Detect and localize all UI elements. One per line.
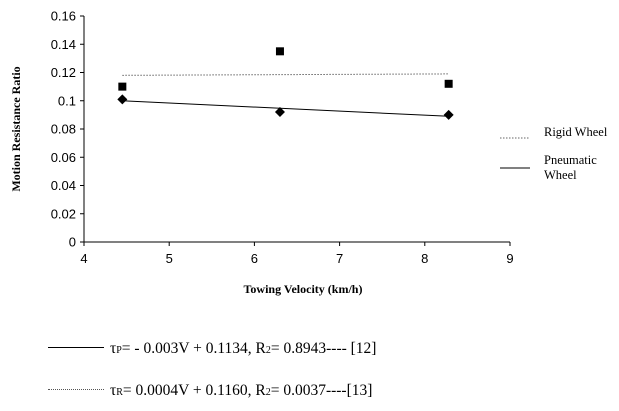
- equation-rigid-tail: = 0.0037----[13]: [270, 382, 373, 399]
- y-tick-label: 0: [69, 235, 76, 250]
- x-tick-label: 6: [251, 251, 258, 266]
- x-tick-label: 9: [506, 251, 513, 266]
- y-tick-label: 0.16: [51, 9, 76, 24]
- y-tick-label: 0.06: [51, 150, 76, 165]
- y-tick-label: 0.14: [51, 37, 76, 52]
- equation-rigid-sup: 2: [265, 387, 271, 398]
- legend-rigid-label: Rigid Wheel: [544, 125, 608, 139]
- y-axis-title: Motion Resistance Ratio: [9, 66, 23, 191]
- equation-rigid-tau: τ: [110, 382, 117, 399]
- x-tick-label: 4: [80, 251, 87, 266]
- equation-pneumatic-tau: τ: [110, 340, 117, 357]
- pneumatic-wheel-point: [117, 94, 128, 105]
- rigid-wheel-point: [444, 79, 453, 88]
- equation-rigid-line: [48, 389, 104, 390]
- axes: [83, 16, 510, 243]
- x-tick-label: 5: [166, 251, 173, 266]
- equation-pneumatic-sub: P: [116, 345, 122, 356]
- y-tick-label: 0.04: [51, 178, 76, 193]
- rigid-wheel-point: [275, 47, 284, 56]
- equation-pneumatic-line: [48, 347, 104, 348]
- equation-pneumatic-body: = - 0.003V + 0.1134, R: [121, 340, 266, 357]
- equation-rigid-sub: R: [116, 387, 123, 398]
- x-tick-label: 8: [421, 251, 428, 266]
- y-tick-label: 0.12: [51, 65, 76, 80]
- pneumatic-wheel-point: [443, 109, 454, 120]
- pneumatic-wheel-point: [274, 107, 285, 118]
- trendline-rigid: [122, 73, 449, 76]
- y-tick-label: 0.02: [51, 206, 76, 221]
- x-axis-title: Towing Velocity (km/h): [244, 282, 363, 296]
- equation-pneumatic-tail: = 0.8943---- [12]: [270, 340, 377, 357]
- y-tick-label: 0.08: [51, 122, 76, 137]
- legend-pneumatic-label: Pneumatic: [544, 153, 597, 167]
- equation-pneumatic-sup: 2: [265, 345, 271, 356]
- equation-rigid-body: = 0.0004V + 0.1160, R: [122, 382, 266, 399]
- rigid-wheel-point: [118, 82, 127, 91]
- x-tick-label: 7: [336, 251, 343, 266]
- y-tick-label: 0.1: [58, 93, 76, 108]
- trendline-pneumatic: [122, 100, 449, 117]
- legend-pneumatic-label: Wheel: [544, 168, 577, 182]
